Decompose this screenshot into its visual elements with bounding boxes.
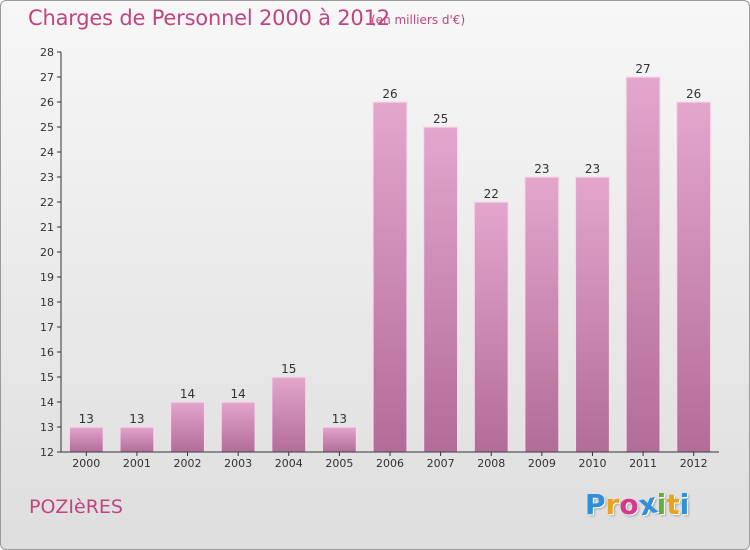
y-tick-label-12: 12 [40, 446, 54, 459]
bar-2012 [676, 101, 712, 453]
x-tick-label-2003: 2003 [224, 457, 252, 470]
commune-name: POZIèRES [29, 496, 123, 518]
bar-2007 [423, 126, 459, 453]
chart-subtitle: (en milliers d'€) [371, 13, 466, 27]
x-tick-label-2000: 2000 [72, 457, 100, 470]
data-label-2005: 13 [332, 412, 347, 426]
y-tick-label-14: 14 [40, 396, 54, 409]
chart-title: Charges de Personnel 2000 à 2012 [28, 6, 390, 30]
logo-letter: t [666, 488, 680, 521]
data-label-2011: 27 [635, 62, 650, 76]
data-label-2003: 14 [231, 387, 246, 401]
x-tick-label-2004: 2004 [275, 457, 303, 470]
y-tick-label-13: 13 [40, 421, 54, 434]
bar-2000 [68, 426, 104, 453]
logo-letter: r [605, 488, 620, 521]
data-label-2004: 15 [281, 362, 296, 376]
bar-2004 [271, 376, 307, 453]
bar-2002 [169, 401, 206, 453]
data-label-2007: 25 [433, 112, 448, 126]
y-tick-label-15: 15 [40, 371, 54, 384]
bar-2005 [321, 426, 357, 453]
y-tick-label-16: 16 [40, 346, 54, 359]
bar-2006 [372, 101, 408, 453]
x-tick-label-2010: 2010 [578, 457, 606, 470]
bar-2010 [574, 176, 611, 453]
data-label-2010: 23 [585, 162, 600, 176]
logo-letter: P [585, 488, 606, 521]
x-tick-label-2009: 2009 [528, 457, 556, 470]
x-tick-label-2007: 2007 [427, 457, 455, 470]
logo-letter: i [656, 488, 667, 521]
y-tick-label-18: 18 [40, 296, 54, 309]
y-tick-label-17: 17 [40, 321, 54, 334]
data-label-2008: 22 [484, 187, 499, 201]
bar-2009 [524, 176, 560, 453]
data-label-2012: 26 [686, 87, 701, 101]
y-tick-label-19: 19 [40, 271, 54, 284]
bar-2003 [220, 401, 256, 453]
x-tick-label-2006: 2006 [376, 457, 404, 470]
y-tick-label-28: 28 [40, 46, 54, 59]
data-label-2009: 23 [534, 162, 549, 176]
y-tick-label-25: 25 [40, 121, 54, 134]
bar-2008 [473, 201, 509, 453]
data-label-2000: 13 [79, 412, 94, 426]
y-tick-label-22: 22 [40, 196, 54, 209]
y-tick-label-20: 20 [40, 246, 54, 259]
x-tick-label-2002: 2002 [174, 457, 202, 470]
proxiti-logo[interactable]: Proxiti [585, 486, 690, 522]
y-tick-label-24: 24 [40, 146, 54, 159]
y-tick-label-27: 27 [40, 71, 54, 84]
y-tick-label-26: 26 [40, 96, 54, 109]
logo-letter: i [679, 488, 690, 521]
data-label-2006: 26 [382, 87, 397, 101]
x-tick-label-2005: 2005 [325, 457, 353, 470]
x-tick-label-2001: 2001 [123, 457, 151, 470]
axes-group [57, 51, 719, 456]
bar-2011 [625, 76, 661, 453]
y-tick-label-23: 23 [40, 171, 54, 184]
data-label-2001: 13 [129, 412, 144, 426]
y-tick-label-21: 21 [40, 221, 54, 234]
bar-2001 [119, 426, 155, 453]
data-label-2002: 14 [180, 387, 195, 401]
logo-letter: o [619, 488, 639, 521]
x-tick-label-2008: 2008 [477, 457, 505, 470]
x-tick-label-2011: 2011 [629, 457, 657, 470]
x-tick-label-2012: 2012 [680, 457, 708, 470]
labels-group: 13 2000 13 2001 14 2002 14 2003 15 2004 13 2005 26 20… [40, 46, 708, 470]
bars-group [68, 76, 712, 453]
